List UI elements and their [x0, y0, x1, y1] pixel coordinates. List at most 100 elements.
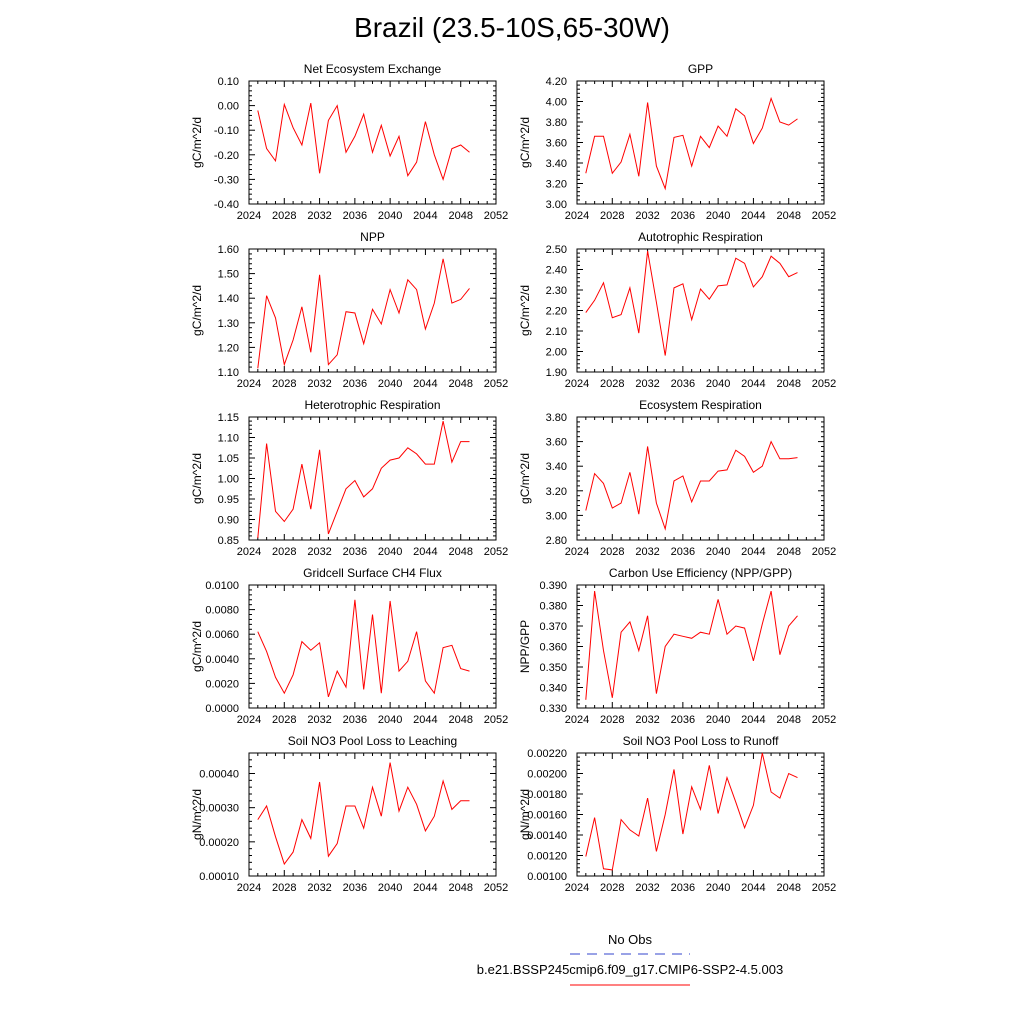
y-tick-label: 1.30 — [218, 318, 239, 330]
y-tick-label: 0.95 — [218, 494, 239, 506]
y-tick-label: 0.0080 — [205, 605, 239, 617]
y-axis-label: gC/m^2/d — [190, 117, 204, 168]
x-tick-label: 2048 — [448, 546, 472, 558]
x-tick-label: 2032 — [635, 882, 659, 894]
y-axis-label: gC/m^2/d — [518, 453, 532, 504]
x-tick-label: 2044 — [741, 714, 765, 726]
x-tick-label: 2044 — [413, 210, 437, 222]
x-tick-label: 2028 — [272, 546, 296, 558]
x-tick-label: 2032 — [307, 378, 331, 390]
chart-panel-7: Gridcell Surface CH4 Flux gC/m^2/d 2024 202… — [190, 566, 508, 726]
y-tick-label: 0.00030 — [199, 803, 239, 815]
y-tick-label: 1.90 — [546, 367, 567, 379]
panels-group: Net Ecosystem Exchange gC/m^2/d 2024 2028 20… — [190, 62, 836, 894]
y-tick-label: 0.00160 — [527, 810, 567, 822]
x-tick-label: 2036 — [671, 882, 695, 894]
y-axis-label: gN/m^2/d — [518, 789, 532, 840]
y-tick-label: 0.360 — [539, 642, 567, 654]
y-tick-label: 2.00 — [546, 347, 567, 359]
plot-frame — [576, 248, 825, 373]
x-tick-label: 2028 — [600, 546, 624, 558]
chart-panel-6: Ecosystem Respiration gC/m^2/d 2024 2028 203… — [518, 398, 836, 558]
y-tick-label: 0.00220 — [527, 748, 567, 760]
x-tick-label: 2040 — [378, 378, 402, 390]
y-tick-label: 0.85 — [218, 535, 239, 547]
y-axis-label: gC/m^2/d — [190, 285, 204, 336]
y-tick-label: 0.370 — [539, 621, 567, 633]
x-tick-label: 2036 — [343, 210, 367, 222]
y-tick-label: -0.40 — [214, 199, 239, 211]
x-tick-label: 2052 — [812, 546, 836, 558]
panel-title: GPP — [688, 62, 713, 76]
x-tick-label: 2028 — [272, 882, 296, 894]
y-tick-label: 0.00140 — [527, 830, 567, 842]
panel-title: Soil NO3 Pool Loss to Runoff — [623, 734, 780, 748]
y-axis-label: NPP/GPP — [518, 620, 532, 673]
x-tick-label: 2036 — [671, 714, 695, 726]
plot-frame — [248, 752, 497, 877]
x-tick-label: 2032 — [307, 546, 331, 558]
y-tick-label: -0.30 — [214, 174, 239, 186]
x-tick-label: 2028 — [600, 714, 624, 726]
x-tick-label: 2024 — [565, 714, 589, 726]
y-axis-label: gN/m^2/d — [190, 789, 204, 840]
y-tick-label: 0.10 — [218, 76, 239, 88]
y-tick-label: 0.390 — [539, 580, 567, 592]
y-tick-label: 0.00020 — [199, 837, 239, 849]
x-tick-label: 2052 — [812, 210, 836, 222]
y-tick-label: 1.40 — [218, 293, 239, 305]
x-tick-label: 2040 — [706, 714, 730, 726]
x-tick-label: 2048 — [776, 714, 800, 726]
chart-panel-4: Autotrophic Respiration gC/m^2/d 2024 2028 2… — [518, 230, 836, 390]
x-tick-label: 2052 — [812, 714, 836, 726]
y-tick-label: 0.380 — [539, 601, 567, 613]
x-tick-label: 2036 — [343, 546, 367, 558]
chart-panel-1: Net Ecosystem Exchange gC/m^2/d 2024 2028 20… — [190, 62, 508, 222]
y-tick-label: 0.0040 — [205, 654, 239, 666]
y-tick-label: 0.0060 — [205, 629, 239, 641]
x-tick-label: 2032 — [635, 378, 659, 390]
x-tick-label: 2040 — [706, 378, 730, 390]
series-line — [257, 258, 470, 369]
x-tick-label: 2052 — [812, 882, 836, 894]
series-line — [257, 420, 470, 539]
y-tick-label: -0.20 — [214, 150, 239, 162]
x-tick-label: 2044 — [413, 714, 437, 726]
plot-frame — [576, 584, 825, 709]
panel-title: Carbon Use Efficiency (NPP/GPP) — [609, 566, 792, 580]
y-tick-label: 3.80 — [546, 412, 567, 424]
x-tick-label: 2052 — [812, 378, 836, 390]
y-tick-label: 2.10 — [546, 326, 567, 338]
y-tick-label: 0.330 — [539, 703, 567, 715]
y-tick-label: 0.00010 — [199, 871, 239, 883]
x-tick-label: 2024 — [237, 546, 261, 558]
y-tick-label: 3.00 — [546, 510, 567, 522]
series-line — [585, 590, 798, 700]
x-tick-label: 2048 — [776, 210, 800, 222]
y-tick-label: 0.340 — [539, 683, 567, 695]
y-tick-label: 2.80 — [546, 535, 567, 547]
x-tick-label: 2048 — [776, 546, 800, 558]
y-tick-label: 1.10 — [218, 433, 239, 445]
panel-title: Autotrophic Respiration — [638, 230, 763, 244]
y-tick-label: 0.0020 — [205, 678, 239, 690]
x-tick-label: 2048 — [448, 882, 472, 894]
x-tick-label: 2044 — [741, 882, 765, 894]
x-tick-label: 2052 — [484, 210, 508, 222]
series-line — [585, 752, 798, 871]
x-tick-label: 2028 — [600, 378, 624, 390]
panel-title: Soil NO3 Pool Loss to Leaching — [288, 734, 457, 748]
x-tick-label: 2028 — [600, 210, 624, 222]
x-tick-label: 2044 — [741, 378, 765, 390]
x-tick-label: 2052 — [484, 714, 508, 726]
y-axis-label: gC/m^2/d — [518, 117, 532, 168]
series-line — [257, 599, 470, 698]
x-tick-label: 2044 — [413, 882, 437, 894]
y-tick-label: 1.50 — [218, 269, 239, 281]
x-tick-label: 2040 — [706, 882, 730, 894]
x-tick-label: 2032 — [635, 546, 659, 558]
panel-title: Net Ecosystem Exchange — [304, 62, 442, 76]
series-line — [585, 440, 798, 531]
y-tick-label: 0.00040 — [199, 769, 239, 781]
series-line — [585, 96, 798, 191]
